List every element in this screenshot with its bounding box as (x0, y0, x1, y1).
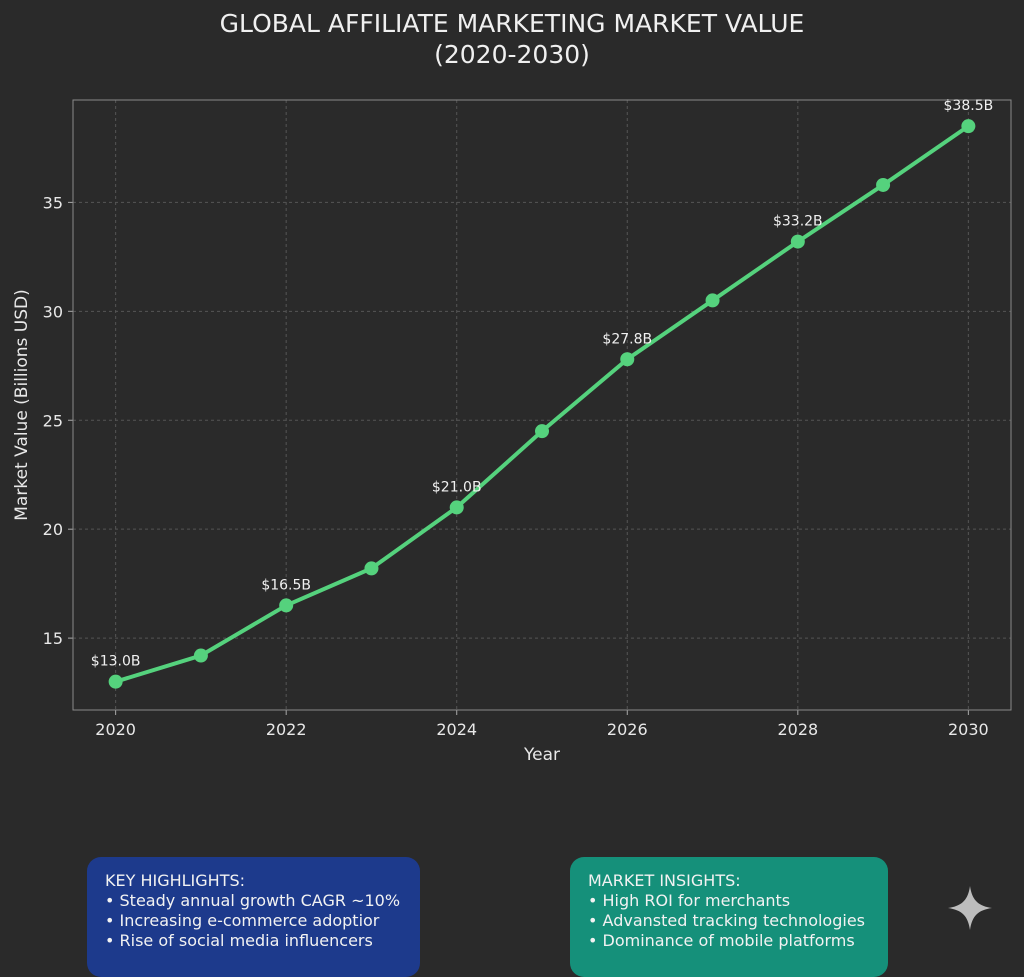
chart-title-line: GLOBAL AFFILIATE MARKETING MARKET VALUE (219, 9, 805, 38)
data-point (876, 177, 891, 192)
data-point (449, 500, 464, 515)
data-point (620, 352, 635, 367)
x-tick-label: 2022 (266, 720, 307, 739)
data-label: $16.5B (261, 577, 311, 593)
data-label: $13.0B (91, 654, 141, 670)
x-axis-label: Year (523, 745, 560, 765)
insight-item: • Dominance of mobile platforms (588, 931, 855, 950)
data-point (790, 234, 805, 249)
chart-title: GLOBAL AFFILIATE MARKETING MARKET VALUE … (0, 8, 1024, 70)
data-point (193, 648, 208, 663)
y-axis-label: Market Value (Billions USD) (12, 289, 32, 521)
data-label: $38.5B (944, 98, 994, 114)
data-label: $21.0B (432, 479, 482, 495)
plot-frame (72, 99, 1012, 711)
x-tick-label: 2026 (607, 720, 648, 739)
x-tick-label: 2028 (777, 720, 818, 739)
x-tick-label: 2024 (436, 720, 477, 739)
data-point (535, 424, 549, 439)
insight-item: • High ROI for merchants (588, 891, 791, 910)
key-highlights-box: KEY HIGHLIGHTS: • Steady annual growth C… (87, 857, 420, 977)
y-tick-label: 30 (43, 302, 63, 321)
x-tick-label: 2030 (948, 720, 989, 739)
data-label: $33.2B (773, 214, 823, 230)
highlight-item: • Rise of social media influencers (105, 931, 373, 950)
y-tick-label: 35 (43, 193, 63, 212)
data-label: $27.8B (602, 331, 652, 347)
highlight-item: • Increasing e-commerce adoptior (105, 911, 380, 930)
data-point (279, 598, 294, 613)
data-point (961, 119, 976, 134)
y-tick-label: 15 (43, 629, 63, 648)
data-point (108, 674, 123, 689)
sparkle-icon (948, 886, 992, 930)
line-chart: 2020 2022 2024 2026 2028 2030 15 20 25 30 35 Year Ma… (12, 98, 1012, 765)
x-tick-label: 2020 (95, 720, 136, 739)
chart-title-line: (2020-2030) (434, 40, 590, 69)
market-insights-box: MARKET INSIGHTS: • High ROI for merchant… (570, 857, 888, 977)
insights-title: MARKET INSIGHTS: (588, 871, 741, 890)
y-tick-label: 25 (43, 411, 63, 430)
data-point (705, 293, 720, 308)
series-line (115, 124, 970, 684)
data-point (364, 561, 379, 576)
y-tick-label: 20 (43, 520, 63, 539)
highlights-title: KEY HIGHLIGHTS: (105, 871, 246, 890)
highlight-item: • Steady annual growth CAGR ~10% (105, 891, 401, 910)
insight-item: • Advansted tracking technologies (588, 911, 865, 930)
